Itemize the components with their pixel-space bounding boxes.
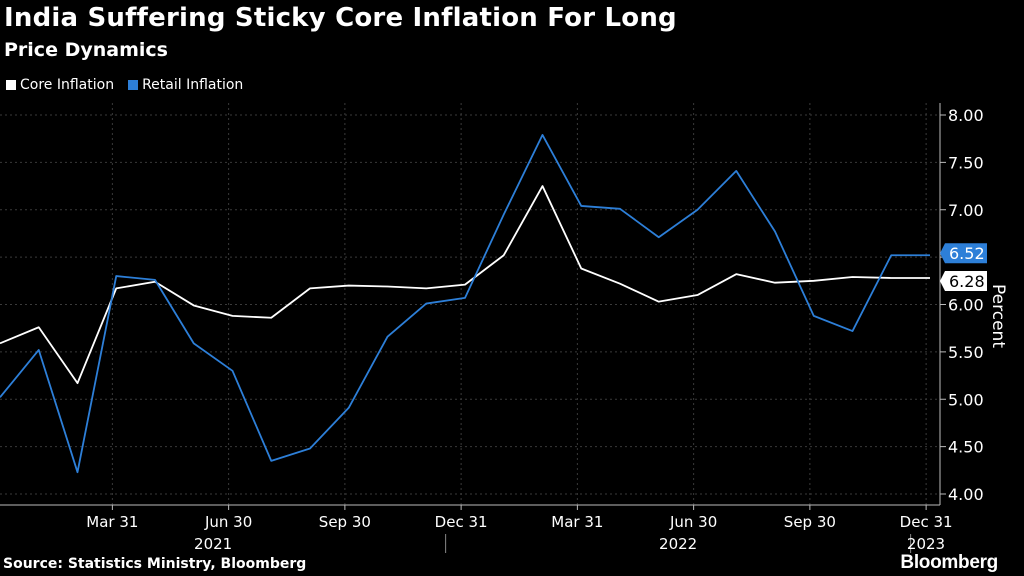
- legend-swatch-core: [6, 80, 16, 90]
- y-tick-label: 7.50: [948, 153, 984, 172]
- chart-title: India Suffering Sticky Core Inflation Fo…: [4, 3, 677, 33]
- y-tick-label: 7.00: [948, 201, 984, 220]
- bloomberg-logo: Bloomberg: [900, 552, 998, 573]
- y-tick-label: 8.00: [948, 106, 984, 125]
- core-last-value-label: 6.28: [949, 272, 985, 291]
- retail-last-value-label: 6.52: [949, 244, 985, 263]
- x-tick-label: Mar 31: [86, 513, 138, 531]
- x-tick-label: Sep 30: [784, 513, 836, 531]
- y-tick-label: 4.00: [948, 485, 984, 504]
- y-axis-label: Percent: [988, 284, 1008, 348]
- core-last-value-flag: [940, 270, 987, 291]
- legend-swatch-retail: [128, 80, 139, 90]
- x-tick-label: Jun 30: [669, 513, 717, 531]
- core-inflation-line: [0, 185, 930, 385]
- legend: Core Inflation Retail Inflation: [6, 77, 243, 93]
- legend-label-retail: Retail Inflation: [142, 77, 244, 93]
- legend-label-core: Core Inflation: [20, 77, 115, 93]
- x-tick-label: Dec 31: [435, 513, 488, 531]
- source-note: Source: Statistics Ministry, Bloomberg: [3, 556, 307, 572]
- year-label: 2023: [907, 535, 945, 553]
- year-label: 2022: [659, 535, 697, 553]
- y-tick-label: 5.50: [948, 343, 984, 362]
- legend-item-core: Core Inflation: [6, 77, 114, 93]
- chart-subtitle: Price Dynamics: [4, 39, 168, 61]
- year-label: 2021: [194, 535, 232, 553]
- y-tick-label: 4.50: [948, 438, 984, 457]
- retail-inflation-line: [0, 133, 930, 474]
- y-tick-label: 6.00: [948, 296, 984, 315]
- y-tick-label: 5.00: [948, 390, 984, 409]
- legend-item-retail: Retail Inflation: [128, 77, 243, 93]
- x-tick-label: Jun 30: [204, 513, 252, 531]
- x-tick-label: Mar 31: [551, 513, 603, 531]
- retail-last-value-flag: [940, 243, 987, 264]
- x-tick-label: Dec 31: [900, 513, 953, 531]
- x-tick-label: Sep 30: [319, 513, 371, 531]
